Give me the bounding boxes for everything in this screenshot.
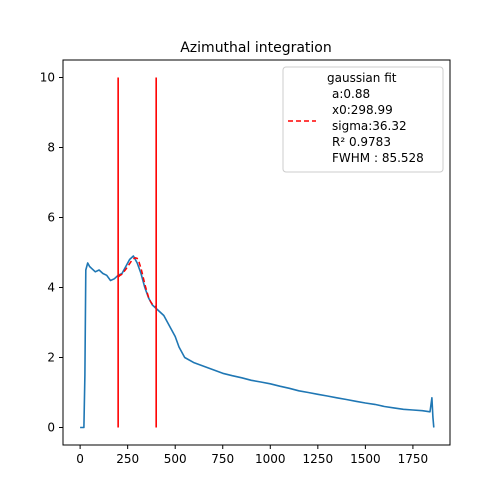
x-tick-label: 1000: [255, 452, 286, 466]
plot-frame: [62, 59, 451, 446]
x-tick-label: 500: [164, 452, 187, 466]
x-tick-label: 250: [116, 452, 139, 466]
legend: gaussian fit a:0.88 x0:298.99 sigma:36.3…: [282, 66, 444, 173]
x-tick-label: 0: [76, 452, 84, 466]
gaussian-fit-line: [117, 257, 157, 308]
legend-line-sigma: sigma:36.32: [332, 119, 407, 133]
y-tick-label: 6: [47, 211, 55, 225]
vertical-marker-lines: [117, 77, 157, 428]
y-tick-label: 10: [40, 71, 55, 85]
legend-box: [282, 66, 444, 173]
y-axis-ticks: 0 2 4 6 8 10: [40, 71, 63, 435]
x-tick-label: 750: [211, 452, 234, 466]
legend-line-r2: R² 0.9783: [332, 135, 391, 149]
intensity-series-line: [80, 255, 435, 429]
legend-line-x0: x0:298.99: [332, 103, 393, 117]
chart-title: Azimuthal integration: [180, 40, 332, 56]
x-tick-label: 1250: [303, 452, 334, 466]
plot-area: [62, 59, 451, 446]
y-tick-label: 0: [47, 421, 55, 435]
series-layer: [80, 255, 435, 429]
y-tick-label: 2: [47, 351, 55, 365]
x-tick-label: 1750: [398, 452, 429, 466]
legend-line-fwhm: FWHM : 85.528: [332, 151, 424, 165]
x-tick-label: 1500: [350, 452, 381, 466]
y-tick-label: 4: [47, 281, 55, 295]
x-axis-ticks: 0 250 500 750 1000 1250 1500 1750: [76, 445, 428, 466]
legend-title: gaussian fit: [327, 71, 397, 85]
legend-line-a: a:0.88: [332, 87, 370, 101]
y-tick-label: 8: [47, 141, 55, 155]
